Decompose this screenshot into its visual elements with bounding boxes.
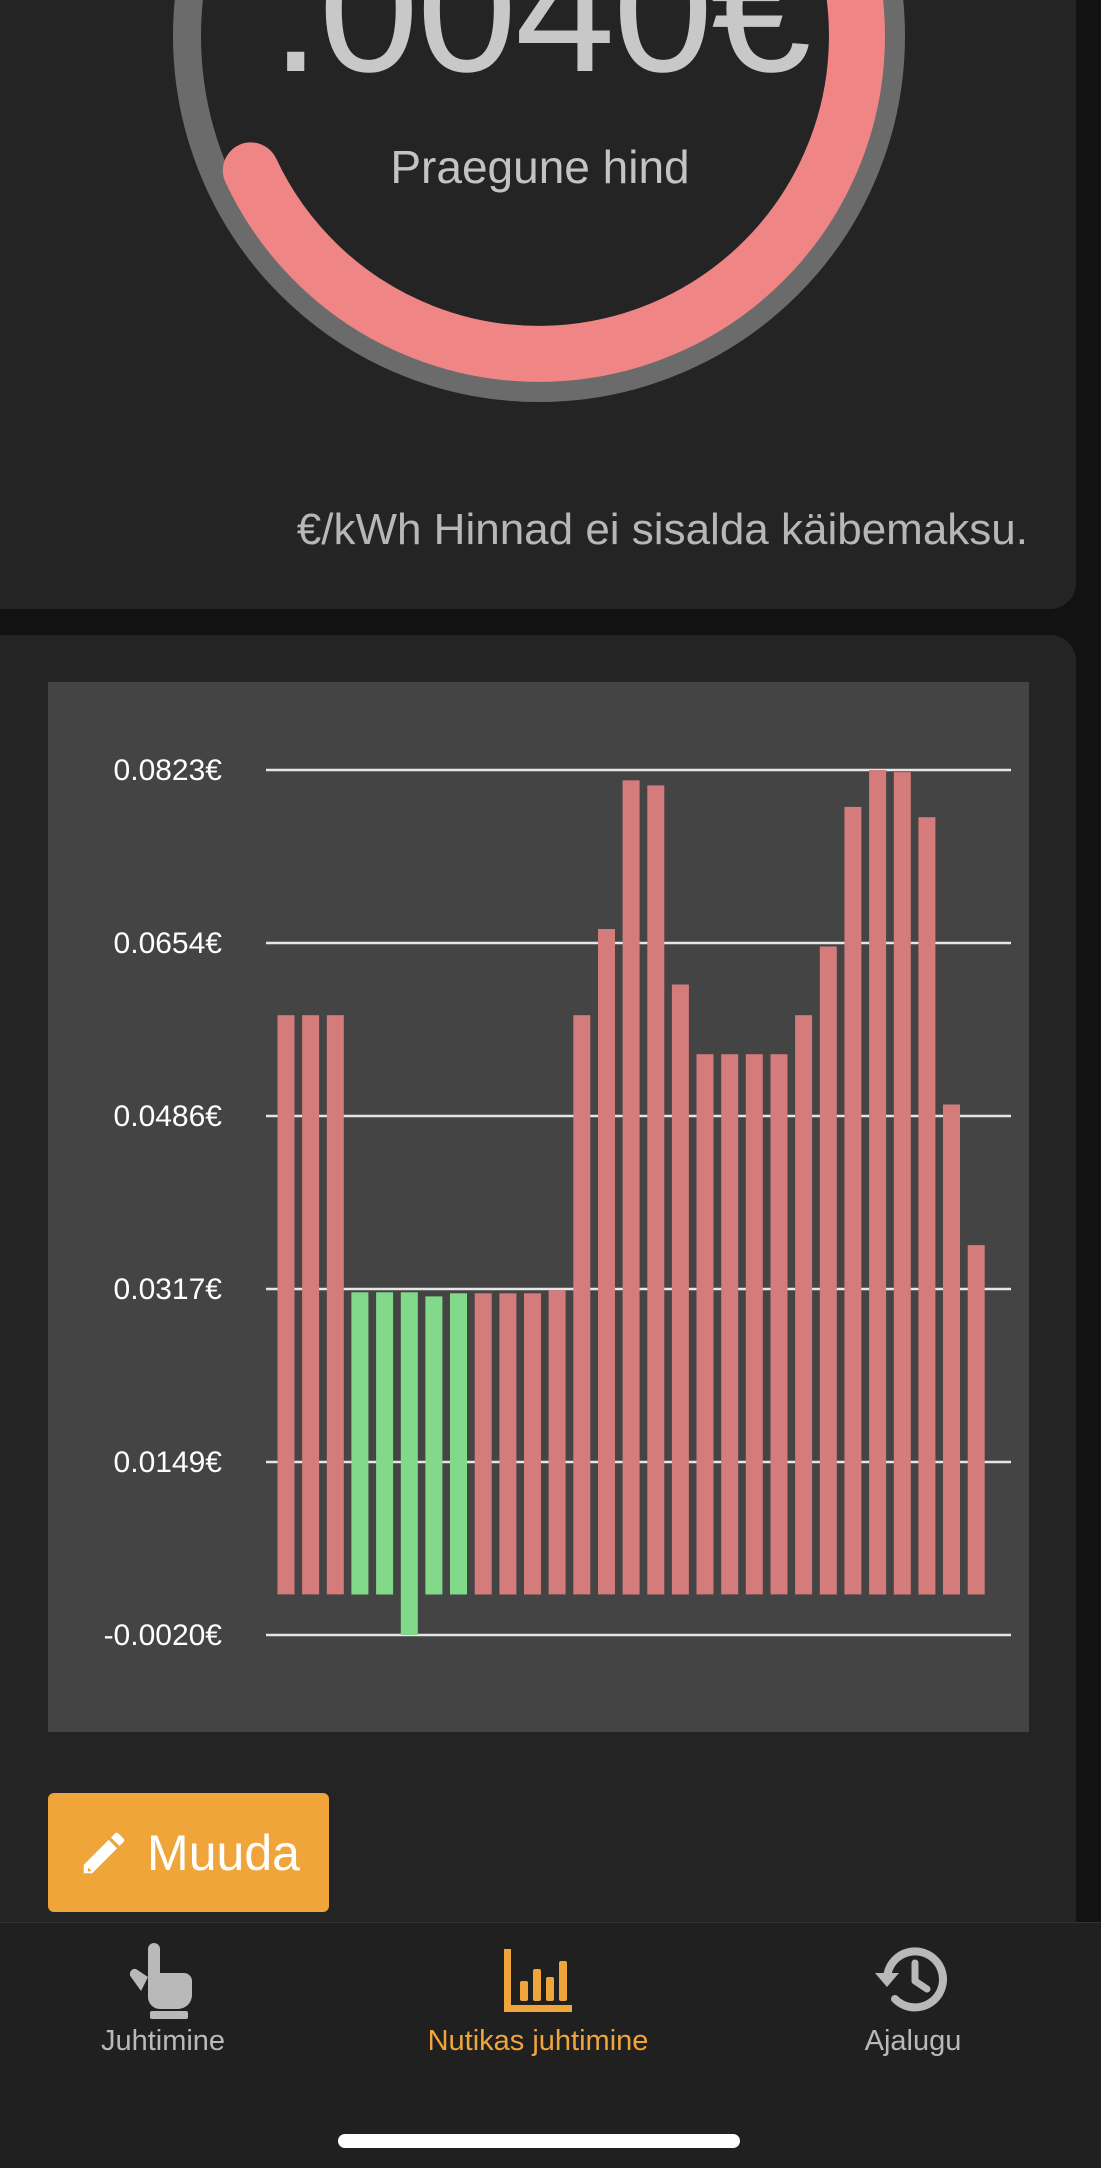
home-indicator xyxy=(338,2134,740,2148)
nav-label-juhtimine: Juhtimine xyxy=(100,2025,226,2057)
price-chart-svg: 0.0823€ 0.0654€ 0.0486€ 0.0317€ 0.0149€ -0.00… xyxy=(104,754,1011,1652)
chart-bar[interactable] xyxy=(326,1015,344,1595)
chart-bar[interactable] xyxy=(548,1290,566,1595)
y-tick-label: 0.0317€ xyxy=(114,1273,223,1306)
y-tick-label: -0.0020€ xyxy=(104,1619,223,1652)
chart-bar[interactable] xyxy=(376,1292,394,1595)
bottom-navigation: Juhtimine Nutikas juhtimine Ajalugu xyxy=(0,1922,1101,2168)
chart-bar[interactable] xyxy=(622,780,640,1595)
chart-bar[interactable] xyxy=(474,1293,492,1595)
y-tick-label: 0.0823€ xyxy=(114,754,223,787)
chart-bar[interactable] xyxy=(696,1054,714,1595)
gauge-track xyxy=(173,0,905,402)
chart-bar[interactable] xyxy=(819,946,837,1595)
chart-bar[interactable] xyxy=(302,1015,320,1595)
current-price-card: .0040€ Praegune hind €/kWh Hinnad ei sis… xyxy=(0,0,1076,609)
chart-bar[interactable] xyxy=(671,984,689,1595)
chart-bar[interactable] xyxy=(400,1292,418,1635)
chart-bar[interactable] xyxy=(745,1054,763,1595)
chart-bar[interactable] xyxy=(869,770,887,1595)
chart-bar[interactable] xyxy=(499,1293,517,1595)
chart-bar[interactable] xyxy=(524,1293,541,1595)
edit-button-label: Muuda xyxy=(147,1824,300,1881)
price-gauge xyxy=(173,0,905,402)
nav-item-nutikas-juhtimine[interactable]: Nutikas juhtimine xyxy=(378,1939,698,2058)
chart-bar[interactable] xyxy=(721,1054,739,1595)
chart-bar[interactable] xyxy=(893,772,911,1595)
chart-bar[interactable] xyxy=(573,1015,591,1595)
edit-button[interactable]: Muuda xyxy=(48,1793,329,1912)
chart-bar[interactable] xyxy=(598,929,615,1595)
bar-chart-icon xyxy=(504,1949,572,2012)
chart-bar[interactable] xyxy=(770,1054,788,1595)
history-icon xyxy=(875,1947,947,2012)
gauge-arc xyxy=(222,0,885,382)
chart-bar[interactable] xyxy=(450,1293,467,1595)
pencil-icon xyxy=(83,1832,125,1873)
chart-bar[interactable] xyxy=(943,1104,960,1595)
chart-bar[interactable] xyxy=(277,1015,295,1595)
nav-label-nutikas-juhtimine: Nutikas juhtimine xyxy=(427,2025,649,2057)
current-price-label: Praegune hind xyxy=(390,141,690,193)
y-tick-label: 0.0654€ xyxy=(114,927,223,960)
chart-bar[interactable] xyxy=(795,1015,813,1595)
y-tick-label: 0.0486€ xyxy=(114,1100,223,1133)
chart-bar[interactable] xyxy=(918,817,936,1595)
hand-pointer-icon xyxy=(130,1943,192,2019)
vat-note: €/kWh Hinnad ei sisalda käibemaksu. xyxy=(296,505,1028,554)
chart-bar[interactable] xyxy=(844,806,862,1595)
nav-item-juhtimine[interactable]: Juhtimine xyxy=(3,1939,323,2058)
nav-label-ajalugu: Ajalugu xyxy=(864,2025,962,2057)
chart-bar[interactable] xyxy=(647,785,665,1595)
nav-item-ajalugu[interactable]: Ajalugu xyxy=(753,1939,1073,2058)
chart-bar[interactable] xyxy=(351,1292,369,1595)
chart-bar[interactable] xyxy=(425,1296,443,1595)
current-price-value: .0040€ xyxy=(270,0,812,110)
y-tick-label: 0.0149€ xyxy=(114,1446,223,1479)
chart-bar[interactable] xyxy=(967,1245,985,1595)
price-chart: 0.0823€ 0.0654€ 0.0486€ 0.0317€ 0.0149€ -0.00… xyxy=(48,682,1029,1732)
